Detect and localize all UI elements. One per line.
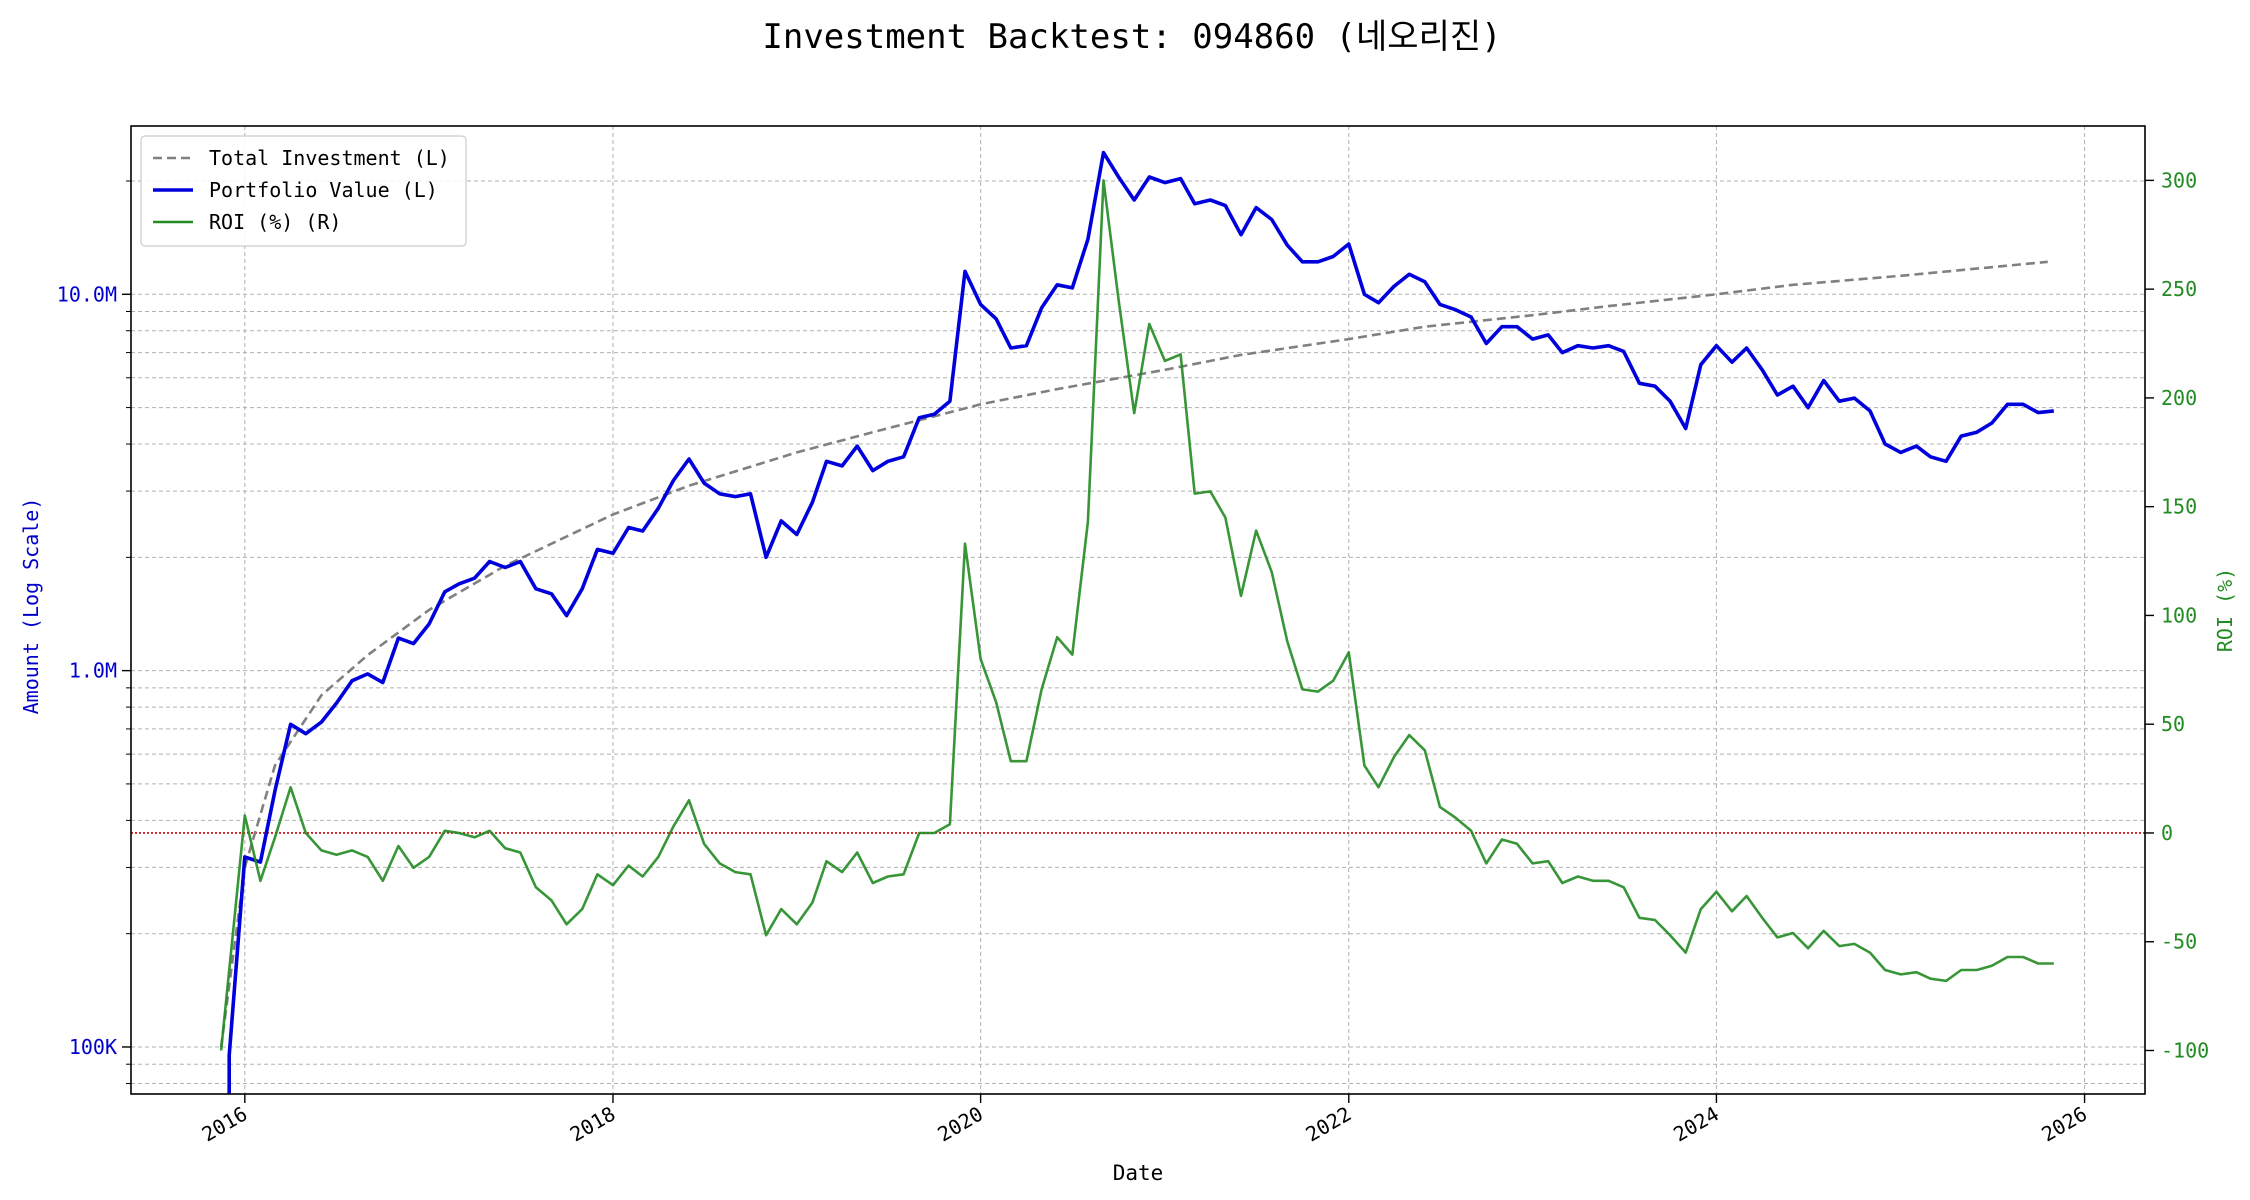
portfolio-value-line <box>227 150 2054 1094</box>
x-tick-label: 2020 <box>933 1102 987 1147</box>
right-tick-label: 100 <box>2161 603 2197 627</box>
plot-area-frame <box>130 125 2146 1095</box>
left-tick-label: 1.0M <box>69 659 117 683</box>
total-investment-line <box>219 260 2048 1048</box>
x-tick-label: 2026 <box>2037 1102 2091 1147</box>
legend-box <box>140 135 467 247</box>
right-tick-label: 300 <box>2161 168 2197 192</box>
right-tick-label: 0 <box>2161 821 2173 845</box>
x-axis-label: Date <box>1113 1161 1164 1185</box>
left-tick-label: 100K <box>69 1035 117 1059</box>
right-axis-label: ROI (%) <box>2213 568 2237 652</box>
right-tick-label: 50 <box>2161 712 2185 736</box>
gridlines <box>131 126 2145 1094</box>
chart-title: Investment Backtest: 094860 (네오리진) <box>762 17 1501 57</box>
x-tick-label: 2018 <box>566 1102 620 1147</box>
x-tick-label: 2024 <box>1669 1102 1723 1147</box>
right-tick-label: -100 <box>2161 1038 2209 1062</box>
right-tick-label: 250 <box>2161 277 2197 301</box>
roi-line <box>219 179 2054 1051</box>
legend-label: ROI (%) (R) <box>209 210 341 234</box>
legend: Total Investment (L) Portfolio Value (L) R… <box>140 135 467 247</box>
axis-ticks: 100K 1.0M 10.0M -100 -50 0 50 100 150 200 250 300 20… <box>57 168 2209 1146</box>
right-tick-label: -50 <box>2161 930 2197 954</box>
x-tick-label: 2016 <box>198 1102 252 1147</box>
right-tick-label: 200 <box>2161 386 2197 410</box>
x-tick-label: 2022 <box>1302 1102 1356 1147</box>
left-tick-label: 10.0M <box>57 282 117 306</box>
legend-label: Portfolio Value (L) <box>209 178 438 202</box>
legend-label: Total Investment (L) <box>209 146 450 170</box>
right-tick-label: 150 <box>2161 495 2197 519</box>
left-axis-label: Amount (Log Scale) <box>19 498 43 715</box>
series-lines <box>219 150 2054 1094</box>
